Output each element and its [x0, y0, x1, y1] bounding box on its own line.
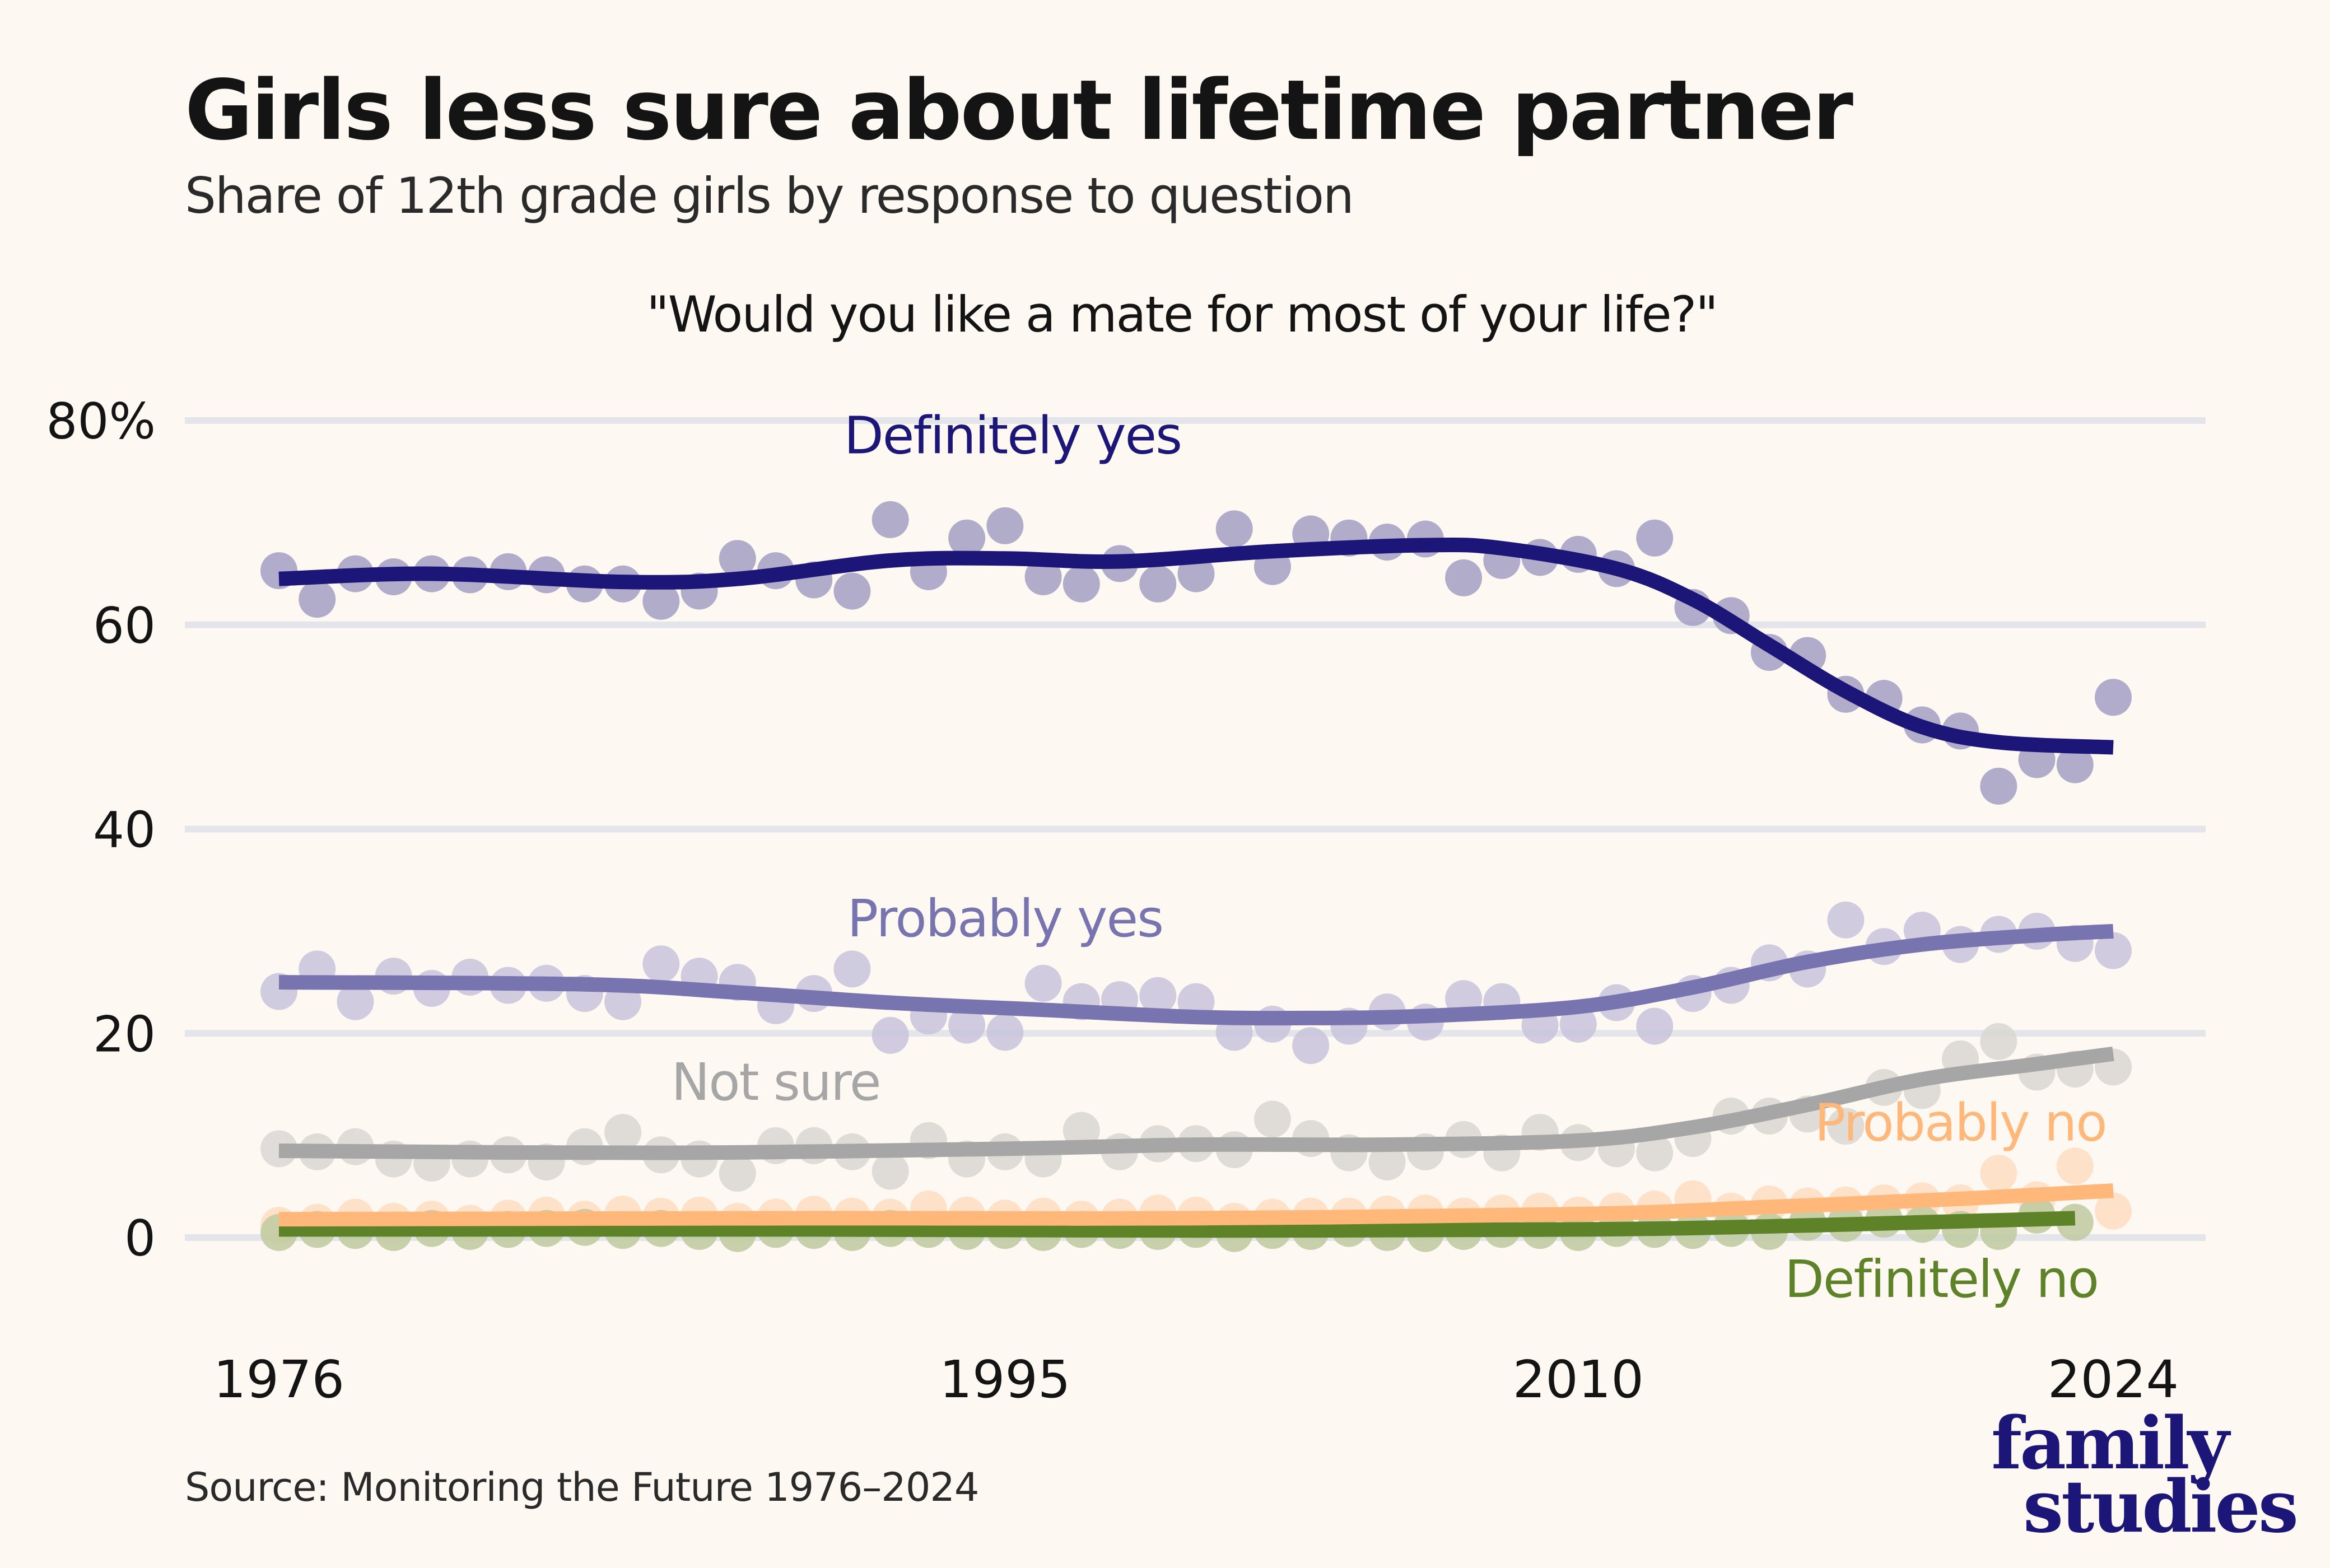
y-tick-label: 0	[124, 1210, 156, 1267]
y-tick-label: 40	[93, 801, 156, 859]
trend-line-definitely-yes	[278, 537, 2114, 755]
data-point-definitely-yes	[299, 581, 336, 618]
data-point-definitely-yes	[948, 519, 986, 557]
x-tick-label: 1976	[213, 1350, 344, 1410]
family-studies-logo: family studies	[1991, 1402, 2299, 1549]
logo-line-1: family	[1991, 1402, 2231, 1486]
data-point-definitely-yes	[642, 582, 680, 620]
data-point-not-sure	[719, 1155, 756, 1192]
gridlines	[185, 417, 2206, 1241]
data-point-not-sure	[1063, 1112, 1100, 1149]
series-label-probably-yes: Probably yes	[847, 889, 1163, 949]
data-point-probably-yes	[1827, 901, 1865, 939]
data-point-definitely-yes	[1063, 565, 1100, 603]
data-point-probably-no	[1980, 1155, 2017, 1192]
chart-title: Girls less sure about lifetime partner	[185, 62, 1853, 158]
data-point-definitely-yes	[1980, 767, 2017, 805]
data-point-probably-no	[2095, 1192, 2132, 1230]
data-point-definitely-yes	[872, 501, 909, 538]
data-point-not-sure	[872, 1152, 909, 1190]
data-point-probably-yes	[1292, 1027, 1330, 1065]
trend-line-probably-no	[278, 1183, 2114, 1227]
trend-lines	[278, 537, 2114, 1238]
data-point-definitely-yes	[986, 507, 1024, 544]
x-tick-label: 2024	[2048, 1350, 2179, 1410]
data-point-probably-yes	[2095, 932, 2132, 969]
y-tick-label: 60	[93, 597, 156, 655]
data-point-probably-yes	[337, 983, 374, 1020]
points-definitely-yes	[260, 501, 2132, 805]
data-point-definitely-yes	[1139, 565, 1177, 603]
data-point-probably-yes	[948, 1006, 986, 1044]
series-label-not-sure: Not sure	[671, 1052, 880, 1112]
x-axis-ticks: 1976 1995 2010 2024	[213, 1350, 2179, 1410]
data-point-definitely-yes	[1215, 510, 1253, 548]
data-point-not-sure	[1253, 1100, 1291, 1138]
data-point-probably-yes	[986, 1014, 1024, 1051]
data-point-probably-yes	[1636, 1007, 1674, 1045]
data-point-not-sure	[1636, 1134, 1674, 1172]
data-point-definitely-yes	[1445, 559, 1483, 596]
data-point-not-sure	[1980, 1023, 2017, 1060]
data-point-not-sure	[1368, 1144, 1406, 1181]
series-labels: Definitely yes Probably yes Not sure Probab…	[671, 405, 2107, 1309]
data-point-definitely-yes	[1024, 558, 1062, 596]
chart-subtitle: Share of 12th grade girls by response to…	[185, 167, 1353, 225]
data-point-definitely-yes	[833, 572, 871, 610]
data-point-probably-yes	[1024, 964, 1062, 1002]
data-point-probably-no	[2056, 1147, 2094, 1185]
data-point-probably-yes	[1139, 977, 1177, 1014]
x-tick-label: 1995	[939, 1350, 1070, 1410]
data-point-probably-yes	[642, 945, 680, 983]
data-point-definitely-yes	[719, 540, 756, 577]
y-tick-label: 80%	[46, 393, 156, 450]
data-point-definitely-yes	[1636, 519, 1674, 557]
data-point-not-sure	[1827, 1108, 1865, 1145]
data-point-probably-yes	[833, 950, 871, 988]
series-label-definitely-no: Definitely no	[1784, 1249, 2098, 1309]
series-label-probably-no: Probably no	[1815, 1093, 2107, 1153]
data-point-not-sure	[604, 1114, 642, 1151]
trend-line-definitely-no	[278, 1211, 2076, 1238]
series-label-definitely-yes: Definitely yes	[844, 405, 1181, 465]
data-point-probably-yes	[872, 1016, 909, 1054]
x-tick-label: 2010	[1513, 1350, 1644, 1410]
data-point-definitely-yes	[2095, 679, 2132, 716]
source-note: Source: Monitoring the Future 1976–2024	[185, 1464, 978, 1510]
trend-line-probably-yes	[278, 923, 2114, 1026]
data-point-definitely-yes	[2056, 746, 2094, 783]
y-tick-label: 20	[93, 1005, 156, 1063]
y-axis-ticks: 0 20 40 60 80%	[46, 393, 156, 1267]
question-annotation: "Would you like a mate for most of your …	[646, 286, 1717, 343]
trend-line-not-sure	[278, 1046, 2114, 1160]
logo-line-2: studies	[2023, 1465, 2296, 1549]
